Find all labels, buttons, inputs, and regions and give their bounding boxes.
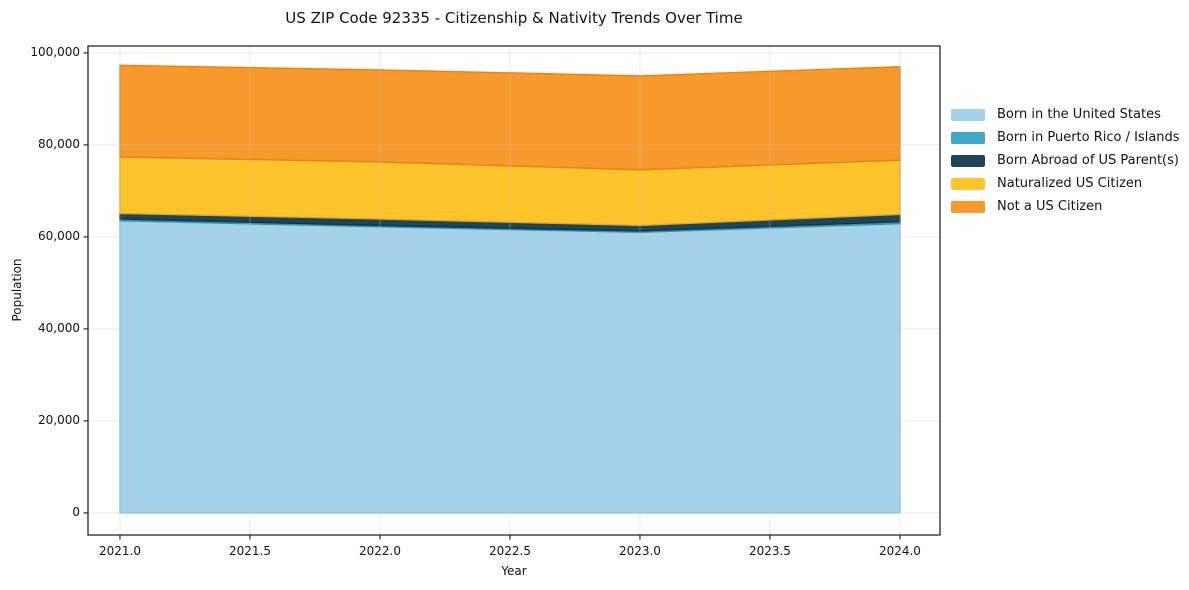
y-tick-label: 80,000 [38,136,80,151]
legend-item-not-a-us-citizen: Not a US Citizen [951,195,1180,218]
x-axis-label: Year [501,564,527,578]
legend-label: Born in the United States [997,107,1161,122]
legend-item-naturalized-us-citizen: Naturalized US Citizen [951,172,1180,195]
legend: Born in the United States Born in Puerto … [951,103,1180,218]
legend-item-born-in-the-united-states: Born in the United States [951,103,1180,126]
legend-swatch-icon [951,131,985,144]
y-tick-label: 20,000 [38,412,80,427]
y-tick-label: 100,000 [30,44,80,59]
legend-swatch-icon [951,177,985,190]
x-tick-label: 2021.5 [228,544,271,558]
y-tick-label: 40,000 [38,320,80,335]
x-tick-label: 2022.5 [488,544,531,558]
y-tick-label: 60,000 [38,228,80,243]
y-tick-label: 0 [72,504,80,519]
x-tick-label: 2022.0 [358,544,401,558]
x-tick-label: 2021.0 [98,544,141,558]
legend-label: Not a US Citizen [997,199,1103,214]
x-tick-label: 2023.5 [748,544,791,558]
legend-label: Naturalized US Citizen [997,176,1143,191]
legend-item-born-abroad-of-us-parent-s: Born Abroad of US Parent(s) [951,149,1180,172]
chart-title: US ZIP Code 92335 - Citizenship & Nativi… [285,9,743,27]
plot-frame [87,45,941,536]
legend-swatch-icon [951,108,985,121]
y-axis-label: Population [10,258,24,322]
legend-label: Born Abroad of US Parent(s) [997,153,1179,168]
x-tick-label: 2024.0 [878,544,921,558]
area-not-a-us-citizen [119,64,901,171]
legend-swatch-icon [951,154,985,167]
legend-label: Born in Puerto Rico / Islands [997,130,1180,145]
x-tick-label: 2023.0 [618,544,661,558]
legend-swatch-icon [951,200,985,213]
legend-item-born-in-puerto-rico-islands: Born in Puerto Rico / Islands [951,126,1180,149]
